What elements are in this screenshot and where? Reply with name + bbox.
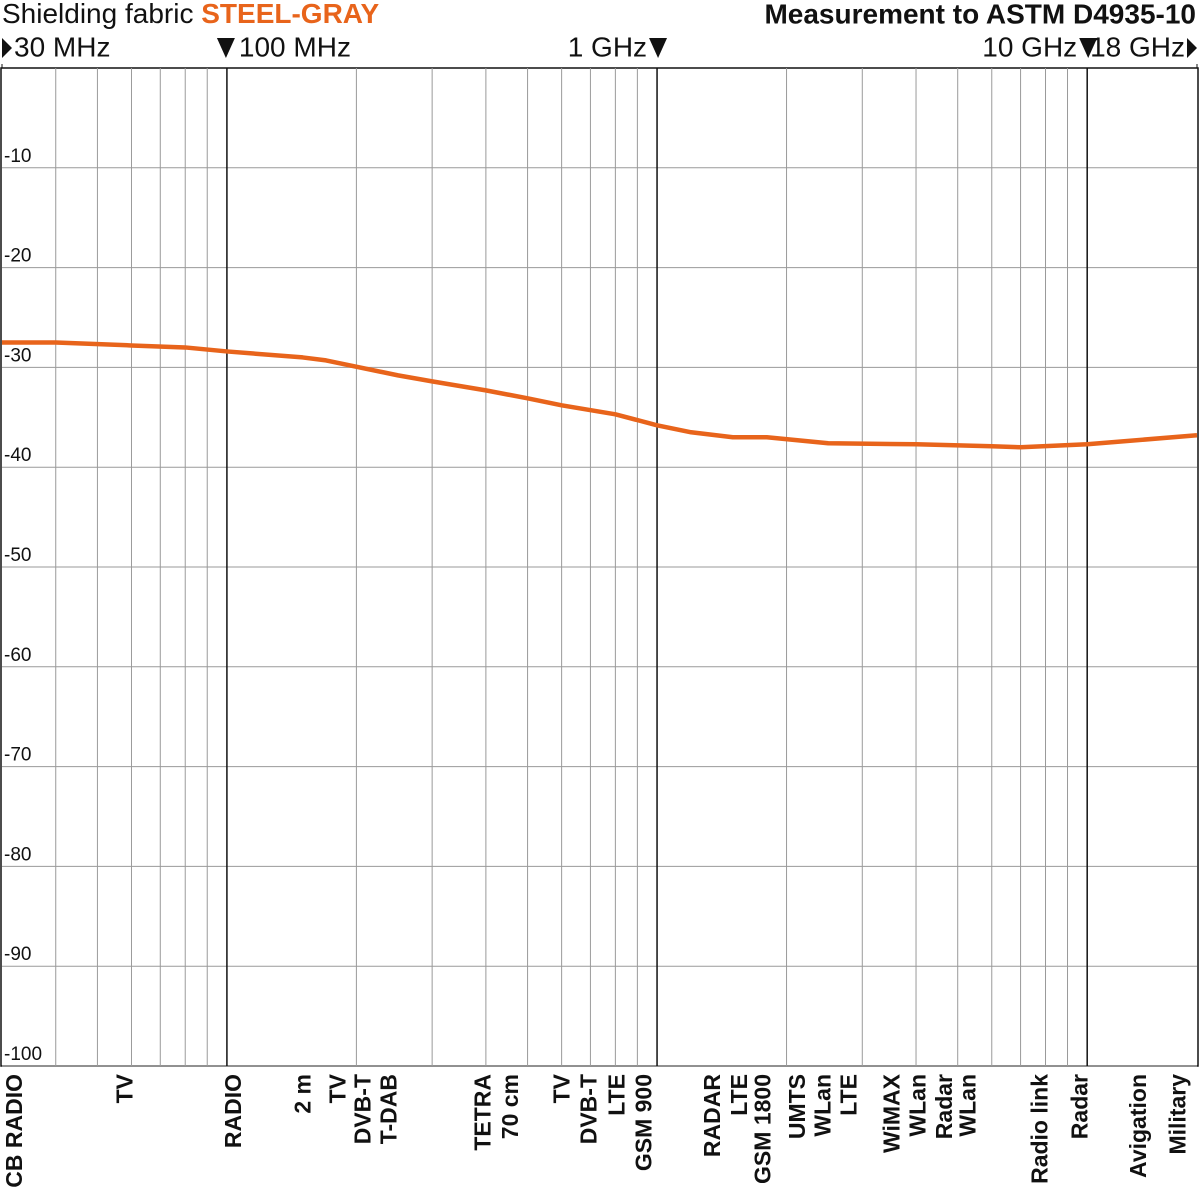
band-label: DVB-T bbox=[349, 1074, 375, 1144]
band-label: RADIO bbox=[220, 1074, 246, 1148]
band-label: WiMAX bbox=[879, 1073, 905, 1153]
band-label: LTE bbox=[726, 1074, 752, 1116]
band-label: CB RADIO bbox=[1, 1074, 27, 1188]
band-label: 2 m bbox=[289, 1074, 315, 1114]
tick-marker bbox=[1079, 38, 1098, 58]
x-tick-label: 18 GHz bbox=[1090, 31, 1185, 62]
band-label: GSM 1800 bbox=[749, 1074, 775, 1184]
band-label: T-DAB bbox=[376, 1074, 402, 1144]
band-label: WLan bbox=[954, 1074, 980, 1137]
x-tick-label: 30 MHz bbox=[14, 31, 110, 62]
y-tick-label: -40 bbox=[4, 445, 31, 466]
band-label: TV bbox=[325, 1073, 351, 1103]
data-line bbox=[2, 340, 1198, 450]
title-prefix: Shielding fabric bbox=[2, 0, 193, 29]
subtitle: Measurement to ASTM D4935-10 bbox=[764, 0, 1196, 29]
band-label: GSM 900 bbox=[630, 1074, 656, 1171]
tick-marker bbox=[2, 38, 12, 58]
y-tick-label: -60 bbox=[4, 645, 31, 666]
band-label: WLan bbox=[904, 1074, 930, 1137]
band-label: Radio link bbox=[1027, 1074, 1053, 1184]
band-label: RADAR bbox=[699, 1074, 725, 1157]
tick-marker bbox=[649, 38, 668, 58]
band-label: Radar bbox=[1067, 1074, 1093, 1139]
band-label: UMTS bbox=[784, 1074, 810, 1139]
y-tick-label: -100 bbox=[4, 1044, 42, 1065]
tick-marker bbox=[216, 38, 235, 58]
y-tick-label: -50 bbox=[4, 545, 31, 566]
band-label: Radar bbox=[931, 1074, 957, 1139]
y-tick-label: -20 bbox=[4, 246, 31, 267]
y-tick-label: -90 bbox=[4, 944, 31, 965]
band-label: LTE bbox=[836, 1074, 862, 1116]
y-tick-label: -30 bbox=[4, 345, 31, 366]
y-tick-label: -70 bbox=[4, 745, 31, 766]
band-label: TETRA bbox=[469, 1074, 495, 1151]
band-label: TV bbox=[548, 1073, 574, 1103]
x-tick-label: 1 GHz bbox=[568, 31, 647, 62]
title-line: Shielding fabric STEEL-GRAY bbox=[2, 0, 379, 29]
tick-marker bbox=[1187, 38, 1197, 58]
chart-title: STEEL-GRAY bbox=[201, 0, 379, 29]
y-tick-label: -10 bbox=[4, 146, 31, 167]
band-label: WLan bbox=[810, 1074, 836, 1137]
band-label: LTE bbox=[604, 1074, 630, 1116]
band-label: Avigation bbox=[1125, 1074, 1151, 1178]
band-label: DVB-T bbox=[575, 1074, 601, 1144]
band-label: TV bbox=[112, 1073, 138, 1103]
x-tick-label: 100 MHz bbox=[239, 31, 351, 62]
y-tick-label: -80 bbox=[4, 844, 31, 865]
band-label: Military bbox=[1165, 1074, 1191, 1155]
band-label: 70 cm bbox=[497, 1074, 523, 1139]
x-tick-label: 10 GHz bbox=[982, 31, 1077, 62]
